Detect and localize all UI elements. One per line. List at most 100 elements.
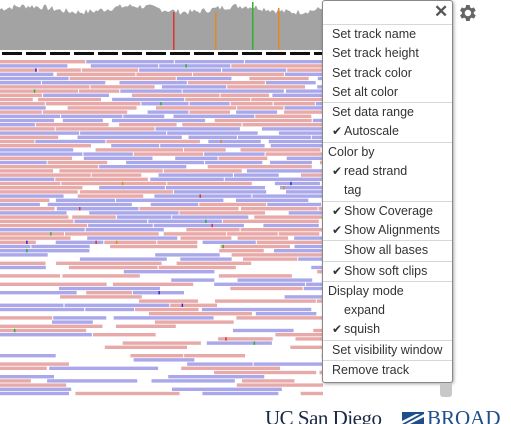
read-alignment [0, 110, 42, 114]
read-alignment [93, 333, 156, 337]
read-alignment [90, 64, 159, 68]
read-alignment [31, 244, 90, 249]
read-mismatch [199, 194, 201, 198]
menu-item-tag[interactable]: tag [344, 183, 362, 198]
read-alignment [220, 244, 290, 249]
menu-item-set-alt-color[interactable]: Set alt color [332, 84, 399, 99]
ruler-segment [98, 52, 118, 55]
read-mismatch [225, 337, 227, 341]
read-alignment [171, 278, 215, 282]
read-alignment [261, 127, 323, 131]
menu-scroll-handle[interactable] [440, 383, 452, 397]
read-alignment [0, 106, 46, 110]
coverage-track[interactable] [0, 0, 323, 50]
read-alignment [272, 93, 323, 97]
menu-item-set-data-range[interactable]: Set data range [323, 102, 452, 122]
menu-item-show-alignments[interactable]: ✔ Show Alignments [323, 221, 452, 240]
read-alignment [0, 303, 64, 307]
read-mismatch [158, 291, 160, 295]
close-icon[interactable]: ✕ [434, 2, 449, 21]
ruler-segment [218, 52, 238, 55]
coverage-mismatch-bar [173, 12, 175, 50]
menu-item-squish[interactable]: ✔ squish [323, 320, 452, 339]
read-alignment [285, 89, 323, 93]
menu-item-read-strand[interactable]: ✔ read strand [323, 162, 452, 181]
read-alignment [255, 114, 312, 118]
broad-logo: BROAD [427, 408, 501, 424]
read-alignment [256, 240, 323, 244]
read-alignment [0, 60, 86, 64]
read-alignment [246, 169, 323, 173]
read-alignment [233, 328, 294, 333]
menu-item-show-soft-clips[interactable]: ✔ Show soft clips [323, 260, 452, 281]
read-alignment [42, 110, 128, 114]
read-alignment [181, 366, 280, 370]
menu-item-label: Show soft clips [344, 263, 428, 278]
read-alignment [0, 232, 64, 236]
read-alignment [56, 72, 136, 76]
read-alignment [237, 278, 313, 282]
read-alignment [163, 232, 227, 236]
read-alignment [0, 391, 70, 396]
menu-item-show-all-bases[interactable]: Show all bases [323, 240, 452, 260]
read-alignment [0, 131, 80, 135]
read-alignment [280, 186, 323, 190]
read-alignment [0, 89, 79, 93]
ruler-segment [266, 52, 286, 55]
read-alignment [83, 152, 133, 156]
read-alignment [0, 383, 67, 387]
read-alignment [189, 102, 230, 106]
read-alignment [0, 291, 77, 295]
read-alignment [0, 366, 47, 370]
menu-item-show-coverage[interactable]: ✔ Show Coverage [323, 200, 452, 221]
gear-icon[interactable] [456, 2, 478, 24]
read-alignment [284, 295, 323, 299]
read-alignment [167, 181, 252, 186]
menu-item-label: Show Coverage [344, 203, 433, 218]
read-alignment [315, 102, 323, 106]
footer-logos: UC San Diego BROAD [262, 408, 511, 424]
read-alignment [249, 76, 309, 81]
read-alignment [0, 379, 31, 383]
read-alignment [273, 102, 315, 106]
read-alignment [35, 123, 109, 127]
read-alignment [0, 387, 72, 391]
read-alignment [0, 211, 67, 215]
read-alignment [234, 173, 279, 177]
read-alignment [154, 320, 234, 324]
read-alignment [278, 131, 323, 135]
read-alignment [301, 173, 323, 177]
read-alignment [0, 102, 45, 106]
alignment-track[interactable] [0, 60, 323, 400]
read-alignment [0, 354, 56, 358]
menu-item-set-track-name[interactable]: Set track name [332, 27, 417, 41]
read-alignment [139, 299, 199, 303]
menu-item-remove-track[interactable]: Remove track [323, 360, 452, 380]
menu-item-set-track-color[interactable]: Set track color [332, 65, 412, 80]
menu-item-expand[interactable]: expand [344, 303, 386, 318]
read-alignment [67, 106, 137, 110]
read-alignment [0, 265, 46, 270]
read-alignment [0, 236, 71, 240]
read-alignment [0, 307, 85, 312]
read-alignment [193, 72, 284, 76]
read-alignment [0, 190, 78, 194]
read-alignment [0, 223, 88, 228]
read-alignment [270, 144, 323, 148]
read-alignment [180, 236, 232, 240]
read-alignment [207, 165, 312, 169]
menu-item-autoscale[interactable]: ✔ Autoscale [323, 122, 452, 141]
read-alignment [189, 110, 230, 114]
read-alignment [255, 312, 317, 316]
read-alignment [0, 93, 43, 97]
read-alignment [180, 257, 232, 261]
read-alignment [187, 362, 253, 366]
read-alignment [106, 139, 200, 144]
read-alignment [150, 202, 199, 207]
read-alignment [65, 232, 159, 236]
menu-item-set-track-height[interactable]: Set track height [332, 46, 419, 61]
read-alignment [184, 354, 246, 358]
read-alignment [220, 93, 270, 97]
read-alignment [270, 160, 312, 165]
menu-item-set-visibility-window[interactable]: Set visibility window [323, 339, 452, 360]
